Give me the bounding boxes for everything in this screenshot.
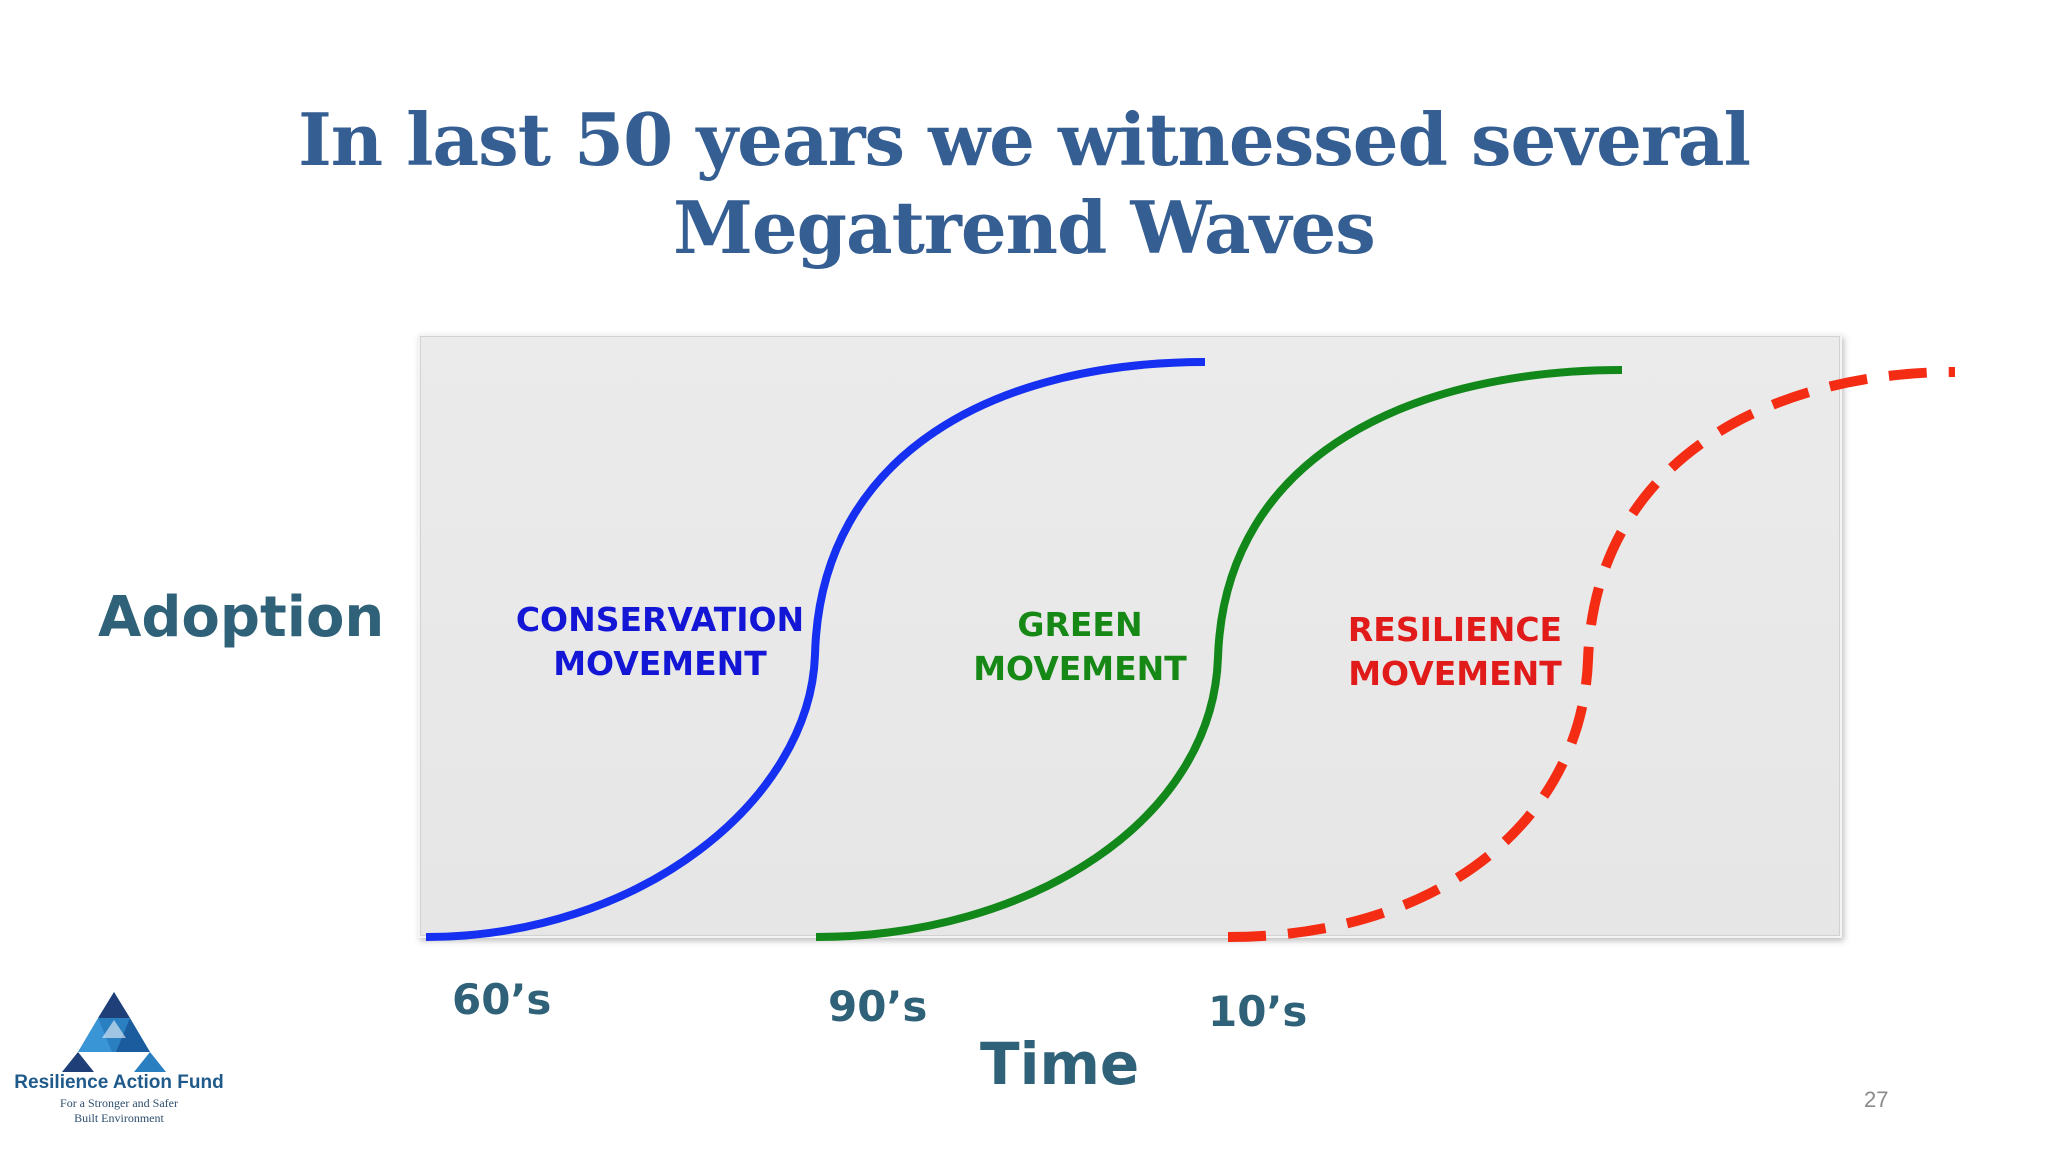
logo-name: Resilience Action Fund — [14, 1072, 224, 1093]
conservation-wave-curve — [425, 358, 1206, 941]
y-axis-label: Adoption — [98, 585, 385, 650]
logo-tagline-line-1: For a Stronger and Safer — [60, 1096, 178, 1110]
decade-label-60s: 60’s — [452, 975, 552, 1024]
green-label-line-2: MOVEMENT — [973, 649, 1187, 688]
slide-title-line-1: In last 50 years we witnessed several — [298, 97, 1751, 182]
resilience-label-line-1: RESILIENCE — [1347, 610, 1563, 649]
resilience-label-line-2: MOVEMENT — [1348, 654, 1562, 693]
decade-label-10s: 10’s — [1208, 987, 1308, 1036]
x-axis-label: Time — [980, 1030, 1140, 1098]
triangle-logo-icon — [62, 992, 166, 1072]
green-movement-label: GREEN MOVEMENT — [960, 603, 1200, 691]
page-number: 27 — [1864, 1087, 1889, 1112]
conservation-movement-label: CONSERVATION MOVEMENT — [510, 598, 810, 686]
conservation-label-line-2: MOVEMENT — [553, 644, 767, 683]
green-wave-curve — [815, 366, 1623, 941]
logo-tagline-line-2: Built Environment — [74, 1111, 164, 1125]
slide-title: In last 50 years we witnessed several Me… — [0, 96, 2048, 272]
decade-label-90s: 90’s — [828, 982, 928, 1031]
resilience-wave-curve — [1227, 367, 1956, 942]
logo-tagline: For a Stronger and Safer Built Environme… — [14, 1096, 224, 1126]
resilience-movement-label: RESILIENCE MOVEMENT — [1325, 608, 1585, 696]
green-label-line-1: GREEN — [1017, 605, 1143, 644]
diagram-panel — [418, 334, 1842, 938]
organization-logo: Resilience Action Fund For a Stronger an… — [14, 990, 224, 1130]
conservation-label-line-1: CONSERVATION — [515, 600, 805, 639]
slide-title-line-2: Megatrend Waves — [673, 185, 1376, 270]
